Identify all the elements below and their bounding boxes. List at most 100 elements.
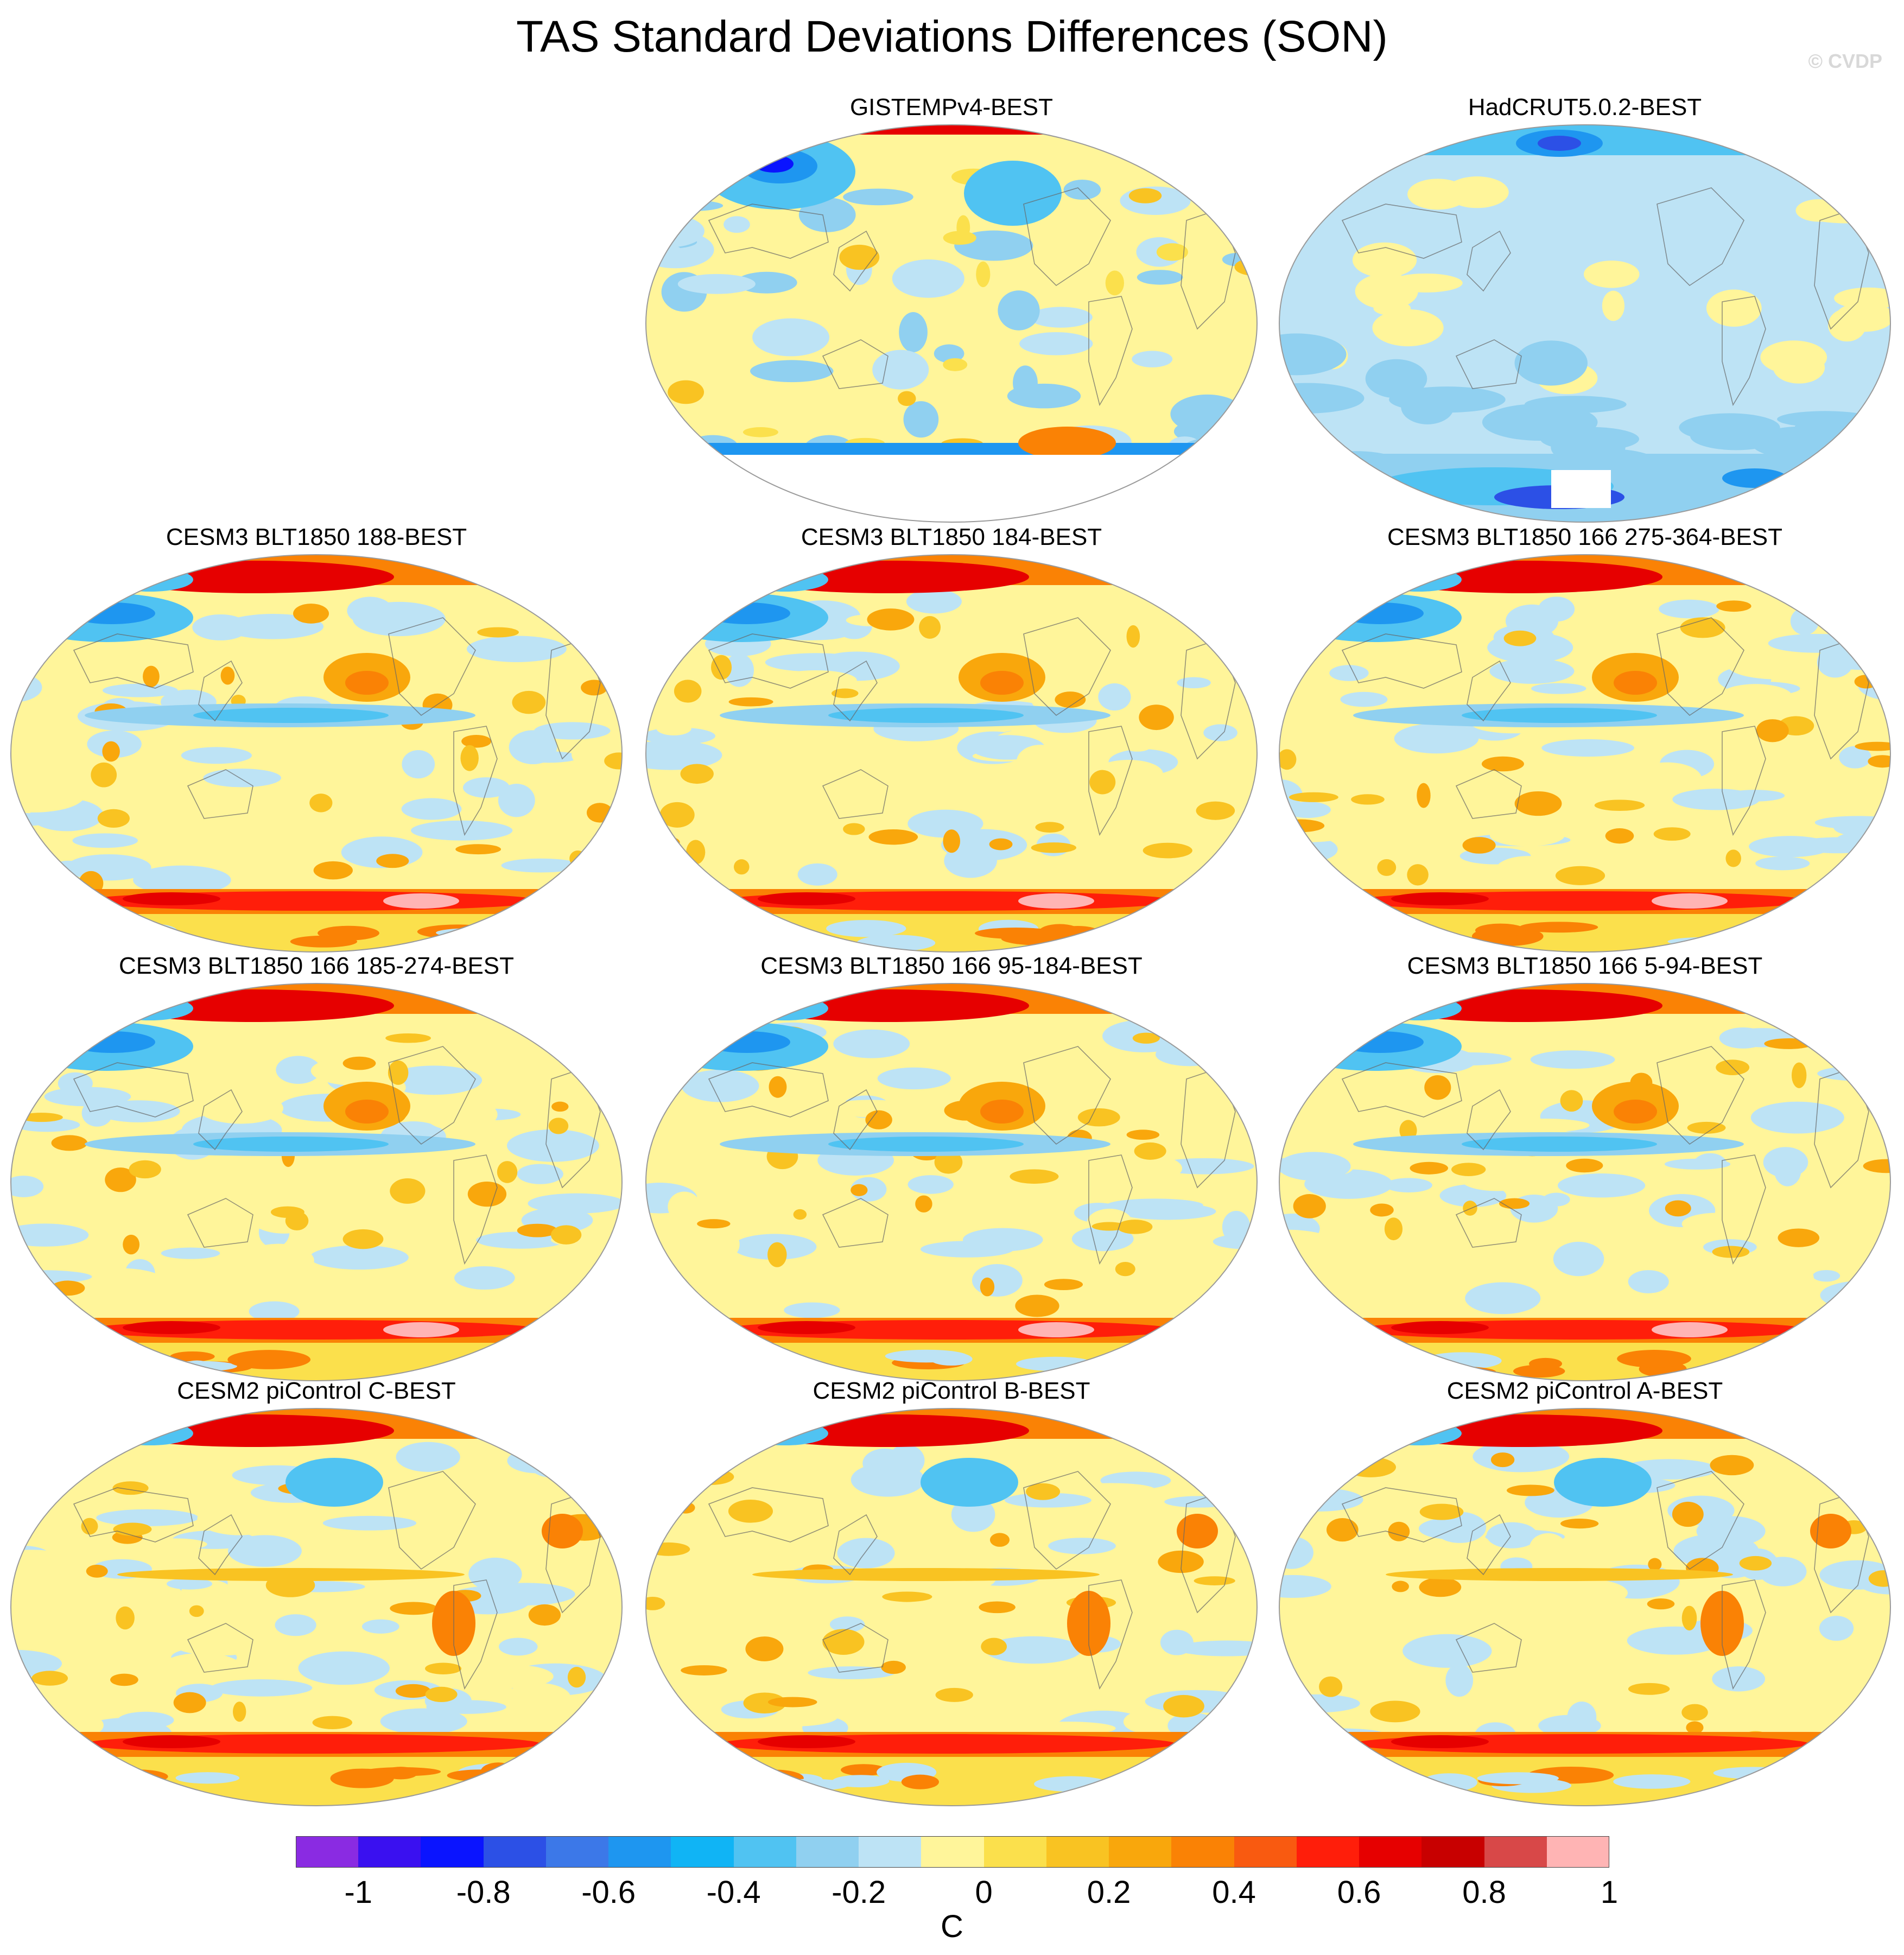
anomaly-patch	[455, 1152, 500, 1173]
anomaly-patch	[985, 1636, 1082, 1664]
anomaly-patch	[1279, 1453, 1315, 1486]
anomaly-patch	[882, 1591, 932, 1602]
anomaly-patch	[1667, 937, 1747, 947]
world-map	[645, 554, 1258, 953]
anomaly-patch	[936, 640, 967, 658]
anomaly-patch	[106, 996, 193, 1020]
anomaly-patch	[1372, 309, 1444, 347]
anomaly-patch	[129, 1160, 161, 1179]
colorbar-swatch	[671, 1836, 734, 1868]
map-panel: CESM3 BLT1850 166 185-274-BEST	[4, 951, 629, 1385]
anomaly-patch	[1026, 1483, 1061, 1500]
anomaly-patch	[1172, 160, 1208, 180]
anomaly-patch	[758, 1735, 855, 1748]
anomaly-patch	[1871, 596, 1890, 618]
anomaly-patch	[1774, 1512, 1810, 1532]
coastline	[1722, 1579, 1766, 1690]
anomaly-patch	[385, 1033, 431, 1043]
anomaly-patch	[551, 1101, 569, 1112]
anomaly-patch	[91, 762, 117, 788]
coastline	[187, 1198, 253, 1248]
anomaly-patch	[1495, 856, 1562, 884]
anomaly-patch	[1370, 1203, 1394, 1217]
anomaly-patch	[943, 829, 961, 853]
anomaly-patch	[455, 844, 502, 855]
anomaly-patch	[298, 1651, 390, 1685]
anomaly-patch	[1351, 794, 1385, 805]
anomaly-patch	[1035, 822, 1064, 833]
anomaly-patch	[483, 929, 548, 940]
anomaly-patch	[361, 1619, 399, 1634]
anomaly-patch	[1742, 1249, 1785, 1284]
colorbar-swatch	[1359, 1836, 1422, 1868]
panel-title: CESM3 BLT1850 166 95-184-BEST	[760, 953, 1143, 979]
coastline	[1467, 1089, 1511, 1151]
anomaly-patch	[509, 730, 557, 765]
anomaly-patch	[1817, 646, 1854, 678]
anomaly-patch	[380, 1708, 467, 1735]
anomaly-patch	[565, 784, 604, 804]
anomaly-patch	[1739, 1556, 1772, 1571]
anomaly-patch	[1503, 630, 1537, 646]
coastline	[388, 1046, 476, 1145]
anomaly-patch	[1315, 1593, 1405, 1622]
anomaly-patch	[506, 1129, 599, 1162]
anomaly-patch	[1019, 332, 1093, 356]
coastline	[198, 1089, 243, 1151]
anomaly-patch	[1392, 1580, 1409, 1592]
coastline	[187, 1623, 253, 1673]
anomaly-patch	[528, 1604, 561, 1626]
anomaly-patch	[918, 1044, 1011, 1058]
anomaly-patch	[118, 923, 177, 938]
anomaly-patch	[646, 224, 669, 246]
coastline	[1657, 617, 1744, 716]
anomaly-patch	[973, 611, 1054, 638]
anomaly-patch	[976, 261, 991, 288]
anomaly-patch	[989, 1533, 1010, 1547]
anomaly-patch	[646, 1260, 661, 1290]
anomaly-patch	[309, 794, 333, 813]
anomaly-patch	[758, 892, 855, 905]
anomaly-patch	[112, 1366, 177, 1377]
anomaly-patch	[1791, 1705, 1887, 1726]
anomaly-patch	[1672, 789, 1760, 810]
anomaly-patch	[1755, 856, 1810, 871]
coastline	[453, 1154, 498, 1265]
anomaly-patch	[14, 1118, 80, 1132]
anomaly-patch	[1462, 708, 1657, 723]
anomaly-patch	[1132, 351, 1173, 367]
anomaly-patch	[784, 1302, 840, 1318]
anomaly-patch	[51, 1135, 88, 1151]
anomaly-patch	[1077, 1108, 1120, 1127]
anomaly-patch	[646, 707, 705, 728]
anomaly-patch	[767, 1242, 787, 1267]
anomaly-patch	[1514, 340, 1588, 386]
coastline	[198, 1514, 243, 1576]
colorbar-tick-label: -0.2	[832, 1875, 886, 1910]
coastline	[198, 660, 243, 722]
anomaly-patch	[745, 1636, 784, 1661]
anomaly-patch	[785, 1078, 845, 1097]
anomaly-patch	[117, 1711, 174, 1729]
anomaly-patch	[742, 427, 778, 437]
anomaly-patch	[58, 1072, 93, 1095]
colorbar-swatch	[1234, 1836, 1297, 1868]
anomaly-patch	[901, 1774, 940, 1789]
anomaly-patch	[651, 244, 684, 265]
anomaly-patch	[492, 873, 570, 889]
anomaly-patch	[1417, 783, 1431, 808]
anomaly-patch	[1868, 1570, 1890, 1587]
anomaly-patch	[1010, 1169, 1059, 1184]
anomaly-patch	[1810, 1514, 1851, 1548]
anomaly-patch	[1567, 1702, 1597, 1732]
anomaly-patch	[352, 601, 446, 637]
anomaly-patch	[899, 312, 928, 353]
anomaly-patch	[935, 1687, 973, 1702]
anomaly-patch	[1242, 663, 1257, 688]
anomaly-patch	[934, 344, 964, 363]
anomaly-patch	[934, 1151, 963, 1174]
anomaly-patch	[1863, 1159, 1890, 1173]
anomaly-patch	[1424, 1075, 1451, 1100]
map-boundary	[645, 983, 1258, 1381]
anomaly-patch	[110, 1585, 178, 1614]
